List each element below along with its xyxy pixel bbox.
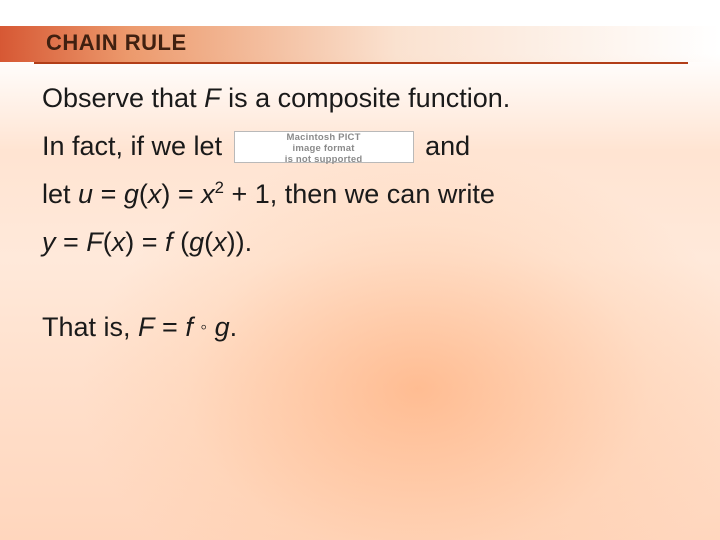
text: let — [42, 179, 78, 209]
text: In fact, if we let — [42, 131, 230, 161]
text — [193, 312, 201, 342]
var-g: g — [189, 227, 204, 257]
var-y: y — [42, 227, 56, 257]
text: ( — [139, 179, 148, 209]
body-line-4: y = F(x) = f (g(x)). — [42, 222, 690, 264]
body-line-2: In fact, if we let Macintosh PICTimage f… — [42, 126, 690, 168]
slide-title: CHAIN RULE — [46, 30, 187, 56]
var-u: u — [78, 179, 93, 209]
var-F: F — [86, 227, 103, 257]
var-g: g — [124, 179, 139, 209]
text: That is, — [42, 312, 138, 342]
var-x: x — [112, 227, 126, 257]
text: + 1, then we can write — [224, 179, 495, 209]
placeholder-l1: Macintosh PICT — [287, 132, 361, 143]
slide-body: Observe that F is a composite function. … — [42, 78, 690, 355]
var-F: F — [204, 83, 221, 113]
text: = — [155, 312, 186, 342]
title-underline — [34, 62, 688, 64]
placeholder-l2: image format — [293, 143, 355, 154]
compose-ring-icon: ◦ — [200, 313, 207, 342]
var-x: x — [201, 179, 215, 209]
var-x: x — [213, 227, 227, 257]
body-line-5: That is, F = f ◦ g. — [42, 307, 690, 349]
text: )). — [227, 227, 252, 257]
var-F: F — [138, 312, 155, 342]
text: ( — [204, 227, 213, 257]
text: Observe that — [42, 83, 204, 113]
var-f: f — [165, 227, 173, 257]
body-line-3: let u = g(x) = x2 + 1, then we can write — [42, 174, 690, 216]
var-x: x — [148, 179, 162, 209]
text: . — [230, 312, 238, 342]
text: and — [418, 131, 471, 161]
var-g: g — [215, 312, 230, 342]
text: ) = — [161, 179, 201, 209]
text: is a composite function. — [221, 83, 511, 113]
missing-image-placeholder: Macintosh PICTimage formatis not support… — [234, 131, 414, 163]
text — [207, 312, 215, 342]
text: ) = — [125, 227, 165, 257]
text: = — [93, 179, 124, 209]
var-f: f — [185, 312, 193, 342]
exponent-2: 2 — [215, 178, 224, 197]
text: = — [56, 227, 87, 257]
text: ( — [173, 227, 190, 257]
body-line-1: Observe that F is a composite function. — [42, 78, 690, 120]
text: ( — [103, 227, 112, 257]
placeholder-l3: is not supported — [285, 154, 363, 165]
